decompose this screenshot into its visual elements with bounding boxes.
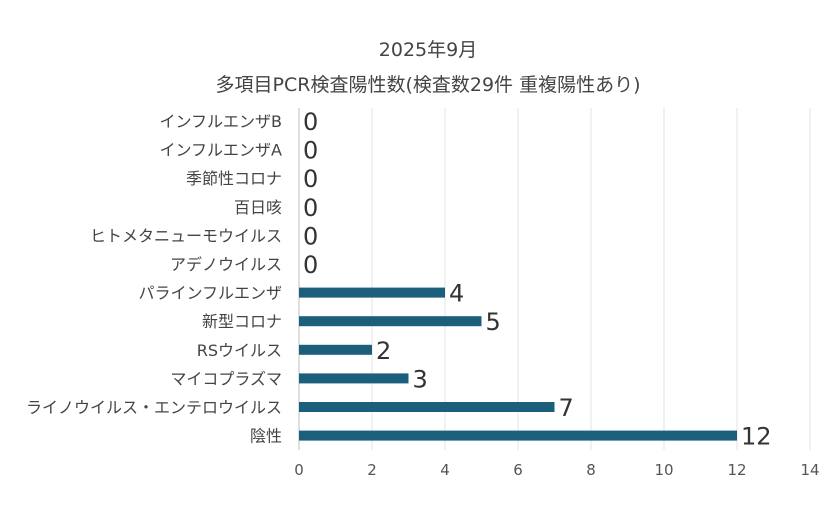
category-label: 百日咳 bbox=[234, 198, 282, 217]
bar bbox=[299, 287, 445, 298]
data-label: 0 bbox=[303, 251, 318, 279]
gridlines bbox=[298, 108, 811, 450]
x-tick-label: 0 bbox=[294, 461, 304, 479]
data-label: 3 bbox=[413, 365, 428, 393]
category-label: マイコプラズマ bbox=[170, 369, 282, 388]
category-labels: インフルエンザB インフルエンザA 季節性コロナ百日咳ヒトメタニューモウイルスアデノ… bbox=[26, 112, 282, 446]
data-label: 2 bbox=[376, 337, 391, 365]
x-tick-label: 6 bbox=[513, 461, 523, 479]
category-label: ヒトメタニューモウイルス bbox=[90, 226, 282, 245]
bar bbox=[299, 430, 737, 441]
data-label: 4 bbox=[449, 280, 464, 308]
data-label: 0 bbox=[303, 222, 318, 250]
bar bbox=[299, 344, 372, 355]
category-label: RSウイルス bbox=[197, 341, 282, 360]
bar bbox=[299, 402, 555, 412]
x-tick-label: 10 bbox=[654, 461, 673, 479]
x-axis-ticks: 0 2 4 6 8 10 12 14 bbox=[294, 461, 819, 479]
category-label: 陰性 bbox=[250, 427, 282, 446]
category-label: 季節性コロナ bbox=[186, 169, 282, 188]
bar bbox=[299, 316, 482, 327]
x-tick-label: 8 bbox=[586, 461, 596, 479]
x-tick-label: 2 bbox=[367, 461, 377, 479]
data-label: 0 bbox=[303, 108, 318, 136]
bars bbox=[299, 287, 737, 441]
category-label: パラインフルエンザ bbox=[138, 284, 282, 303]
data-label: 5 bbox=[486, 308, 501, 336]
category-label: 新型コロナ bbox=[202, 312, 282, 331]
category-label: アデノウイルス bbox=[170, 255, 282, 274]
data-label: 0 bbox=[303, 194, 318, 222]
chart-title: 2025年9月 bbox=[379, 39, 477, 61]
data-label: 0 bbox=[303, 137, 318, 165]
x-tick-label: 14 bbox=[800, 461, 819, 479]
category-label: インフルエンザA bbox=[160, 141, 283, 160]
x-tick-label: 4 bbox=[440, 461, 450, 479]
data-label: 7 bbox=[559, 394, 574, 422]
chart-subtitle: 多項目PCR検査陽性数(検査数29件 重複陽性あり) bbox=[216, 74, 641, 96]
category-label: インフルエンザB bbox=[160, 112, 283, 131]
data-label: 0 bbox=[303, 165, 318, 193]
category-label: ライノウイルス・エンテロウイルス bbox=[26, 398, 282, 417]
x-tick-label: 12 bbox=[727, 461, 746, 479]
bar bbox=[299, 373, 409, 384]
data-label: 12 bbox=[741, 423, 772, 451]
